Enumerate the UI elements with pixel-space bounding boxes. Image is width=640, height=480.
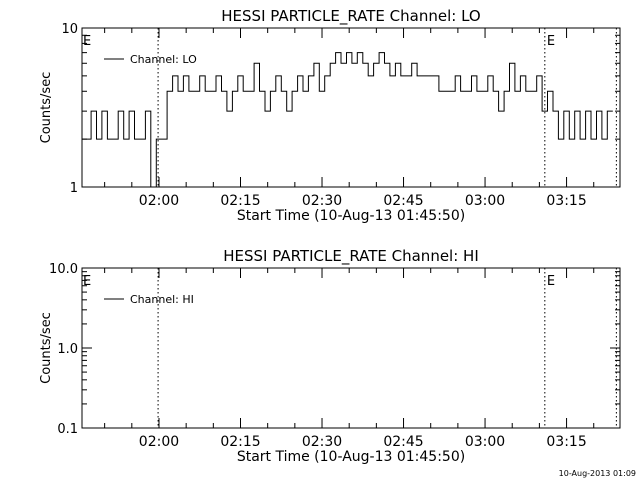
chart1-series-line (82, 52, 613, 188)
chart1-x-axis-label: Start Time (10-Aug-13 01:45:50) (237, 208, 465, 224)
chart2-y-tick-label: 10.0 (49, 262, 78, 277)
chart1-x-tick-label: 02:15 (220, 193, 260, 209)
chart2-y-axis-label: Counts/sec (39, 312, 54, 384)
chart1-y-tick-label: 10 (61, 22, 78, 37)
chart1-x-tick-label: 02:45 (383, 193, 423, 209)
chart2-x-axis-label: Start Time (10-Aug-13 01:45:50) (237, 449, 465, 465)
chart2-x-tick-label: 02:00 (139, 434, 179, 450)
chart1-y-tick-label: 1 (70, 181, 78, 196)
chart1-left-marker-label: E (83, 34, 91, 49)
chart2-time-marker-label: E (547, 274, 555, 289)
chart2-x-tick-label: 03:15 (546, 434, 586, 450)
chart1-x-tick-label: 02:00 (139, 193, 179, 209)
chart2-y-tick-label: 0.1 (57, 422, 78, 437)
chart1-x-tick-label: 03:15 (546, 193, 586, 209)
chart2-legend-label: Channel: HI (130, 293, 194, 306)
chart1-title: HESSI PARTICLE_RATE Channel: LO (221, 7, 480, 26)
chart2-x-tick-label: 02:30 (302, 434, 342, 450)
chart2-left-marker-label: E (83, 274, 91, 289)
chart2-x-tick-label: 02:15 (220, 434, 260, 450)
chart2-y-tick-label: 1.0 (57, 342, 78, 357)
chart1-x-tick-label: 02:30 (302, 193, 342, 209)
chart2-x-tick-label: 02:45 (383, 434, 423, 450)
chart1-legend-label: Channel: LO (130, 53, 197, 66)
footer-timestamp: 10-Aug-2013 01:09 (559, 469, 636, 478)
chart1-time-marker-label: E (547, 34, 555, 49)
chart1-x-tick-label: 03:00 (465, 193, 505, 209)
chart2-x-tick-label: 03:00 (465, 434, 505, 450)
chart2-title: HESSI PARTICLE_RATE Channel: HI (223, 247, 479, 266)
chart1-y-axis-label: Counts/sec (39, 72, 54, 144)
chart1-plot-frame (81, 27, 621, 188)
